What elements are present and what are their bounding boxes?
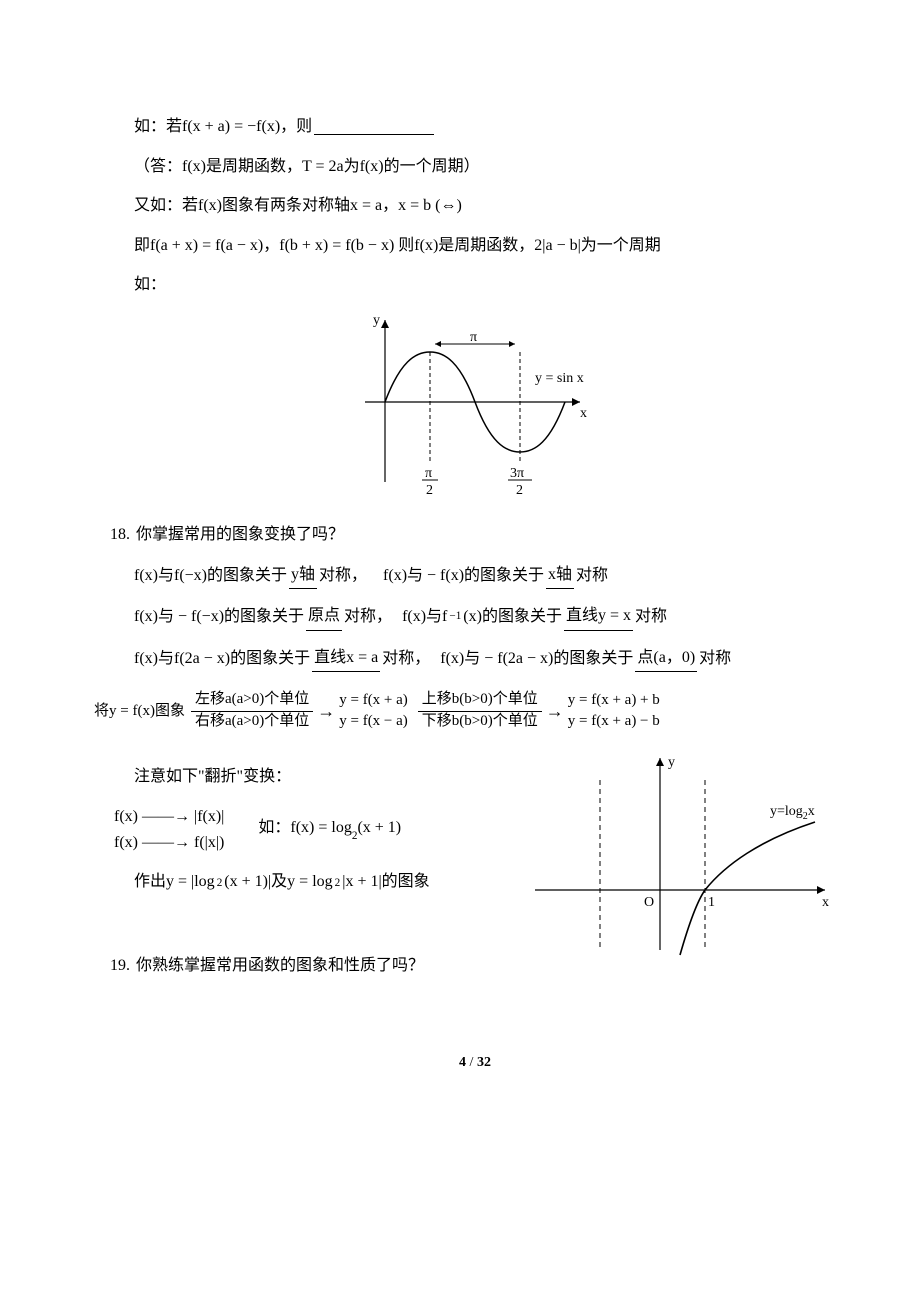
arrow-1: 左移a(a>0)个单位 右移a(a>0)个单位 → [185,690,335,732]
text: 对称， [344,604,392,630]
question-19: 19. 你熟练掌握常用函数的图象和性质了吗？ [110,953,510,979]
rhs-top: y = f(x + a) + b [568,690,660,711]
transform-lhs: 将y = f(x)图象 [94,699,185,723]
text: (x)的图象关于 [463,604,562,630]
fold-draw: 作出y = |log2(x + 1)|及y = log2|x + 1|的图象 [134,869,510,895]
text: 对称 [699,646,731,672]
text: 对称 [576,563,608,589]
page-footer: 4 / 32 [110,1052,840,1074]
page: 如：若f(x + a) = −f(x)，则 （答：f(x)是周期函数，T = 2… [0,0,920,1135]
text: （答：f(x)是周期函数，T = 2a为f(x)的一个周期） [134,154,480,180]
q18-number: 18. [110,522,134,548]
fold-r2: f(x) ——→ f(|x|) [114,830,224,856]
x-axis-underline: x轴 [546,562,574,590]
fold-intro: 注意如下"翻折"变换： [134,764,510,790]
text: f(x)与f(−x)的图象关于 [134,563,287,589]
fold-example: 如：f(x) = log2(x + 1) [258,815,401,843]
transform-row: 将y = f(x)图象 左移a(a>0)个单位 右移a(a>0)个单位 → y … [94,690,840,732]
paragraph-1: 如：若f(x + a) = −f(x)，则 [134,114,840,140]
tick-1-label: 1 [708,895,715,910]
rhs-bot: y = f(x + a) − b [568,711,660,732]
sin-graph-figure: π y x y = sin x π 2 3π 2 [110,312,840,502]
log-eq-label: y=log2x [770,804,815,822]
mid1-top: y = f(x + a) [339,690,408,711]
q18-title: 你掌握常用的图象变换了吗？ [136,522,344,548]
x-axis-label: x [822,895,829,910]
text: f(x)与 − f(−x)的图象关于 [134,604,304,630]
arrow1-bot: 右移a(a>0)个单位 [191,712,313,733]
x-axis-label: x [580,406,587,421]
arrow-2: 上移b(b>0)个单位 下移b(b>0)个单位 → [412,690,564,732]
rhs-stack: y = f(x + a) + b y = f(x + a) − b [568,690,660,732]
blank-underline [314,118,434,135]
point-a-0-underline: 点(a，0) [635,645,697,673]
q19-title: 你熟练掌握常用函数的图象和性质了吗？ [136,953,424,979]
text: 又如：若f(x)图象有两条对称轴x = a，x = b (⇔) [134,193,462,219]
paragraph-4: 即f(a + x) = f(a − x)，f(b + x) = f(b − x)… [134,233,840,259]
fold-section: 注意如下"翻折"变换： f(x) ——→ |f(x)| f(x) ——→ f(|… [110,750,840,992]
text: 即f(a + x) = f(a − x)，f(b + x) = f(b − x)… [134,233,661,259]
paragraph-2: （答：f(x)是周期函数，T = 2a为f(x)的一个周期） [134,154,840,180]
svg-text:π: π [425,466,432,481]
paragraph-3: 又如：若f(x)图象有两条对称轴x = a，x = b (⇔) [134,193,840,219]
sin-graph-svg: π y x y = sin x π 2 3π 2 [355,312,595,502]
arrow2-top: 上移b(b>0)个单位 [418,690,542,712]
paragraph-5: 如： [134,272,840,298]
origin-underline: 原点 [306,603,342,631]
text: 如： [134,272,166,298]
log-graph-svg: y x O 1 y=log2x [530,750,840,960]
pi-span-label: π [470,330,477,345]
page-total: 32 [477,1055,491,1070]
text: 如：若f(x + a) = −f(x)，则 [134,114,312,140]
sin-eq-label: y = sin x [535,371,584,386]
text: f(x)与 − f(x)的图象关于 [383,563,544,589]
text: 对称 [635,604,667,630]
svg-text:2: 2 [516,483,523,498]
text: 对称， [382,646,430,672]
fold-r1: f(x) ——→ |f(x)| [114,804,224,830]
inverse-superscript: −1 [449,608,461,626]
text: f(x)与 − f(2a − x)的图象关于 [440,646,633,672]
line-x-eq-a-underline: 直线x = a [312,645,380,673]
page-sep: / [466,1055,477,1070]
y-axis-label: y [373,313,380,328]
svg-text:3π: 3π [510,466,524,481]
arrow-icon: → [317,697,335,726]
svg-text:2: 2 [426,483,433,498]
arrow2-bot: 下移b(b>0)个单位 [418,712,542,733]
question-18: 18. 你掌握常用的图象变换了吗？ f(x)与f(−x)的图象关于 y轴 对称，… [110,522,840,672]
log-graph-figure: y x O 1 y=log2x [530,750,840,969]
q19-number: 19. [110,953,134,979]
y-axis-underline: y轴 [289,562,317,590]
text: f(x)与f(2a − x)的图象关于 [134,646,310,672]
arrow1-top: 左移a(a>0)个单位 [191,690,313,712]
y-axis-label: y [668,755,675,770]
text: 对称， [319,563,367,589]
page-current: 4 [459,1055,466,1070]
arrow-icon: → [546,697,564,726]
text: f(x)与f [402,604,447,630]
mid1-bot: y = f(x − a) [339,711,408,732]
origin-label: O [644,895,654,910]
line-y-eq-x-underline: 直线y = x [564,603,633,631]
mid-stack: y = f(x + a) y = f(x − a) [339,690,408,732]
